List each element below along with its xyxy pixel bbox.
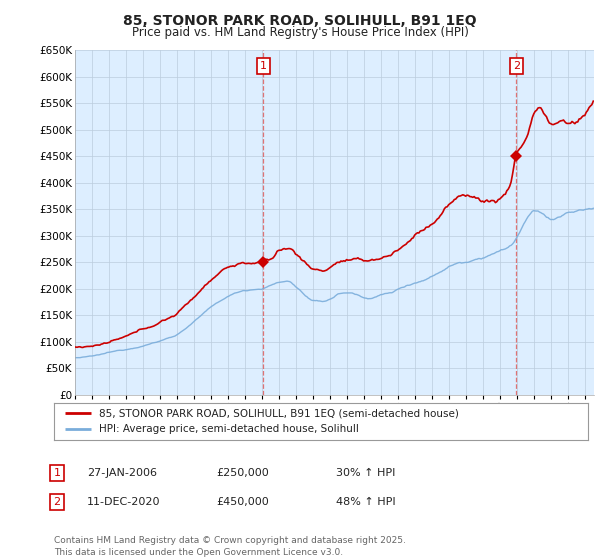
Text: 27-JAN-2006: 27-JAN-2006 <box>87 468 157 478</box>
Text: 48% ↑ HPI: 48% ↑ HPI <box>336 497 395 507</box>
Text: HPI: Average price, semi-detached house, Solihull: HPI: Average price, semi-detached house,… <box>100 424 359 435</box>
Text: £450,000: £450,000 <box>216 497 269 507</box>
Text: 11-DEC-2020: 11-DEC-2020 <box>87 497 161 507</box>
Text: 2: 2 <box>513 61 520 71</box>
Text: 85, STONOR PARK ROAD, SOLIHULL, B91 1EQ (semi-detached house): 85, STONOR PARK ROAD, SOLIHULL, B91 1EQ … <box>100 408 459 418</box>
Text: 85, STONOR PARK ROAD, SOLIHULL, B91 1EQ: 85, STONOR PARK ROAD, SOLIHULL, B91 1EQ <box>123 14 477 28</box>
Text: Price paid vs. HM Land Registry's House Price Index (HPI): Price paid vs. HM Land Registry's House … <box>131 26 469 39</box>
Text: 1: 1 <box>260 61 267 71</box>
Text: 30% ↑ HPI: 30% ↑ HPI <box>336 468 395 478</box>
Text: 2: 2 <box>53 497 61 507</box>
Text: 1: 1 <box>53 468 61 478</box>
Text: Contains HM Land Registry data © Crown copyright and database right 2025.
This d: Contains HM Land Registry data © Crown c… <box>54 536 406 557</box>
Text: £250,000: £250,000 <box>216 468 269 478</box>
